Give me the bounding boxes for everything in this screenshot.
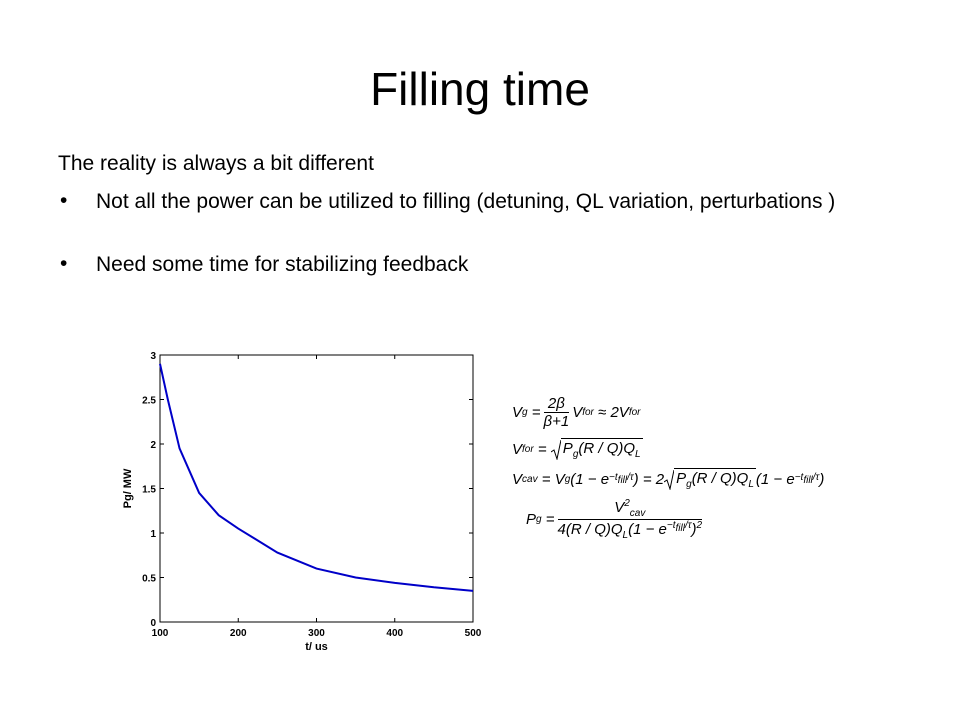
eq-sub: for	[582, 407, 594, 418]
eq-sup: −tfill/τ	[666, 520, 692, 534]
eq-num: 2β	[543, 395, 570, 413]
x-tick-label: 100	[152, 628, 169, 639]
bullet-text: Need some time for stabilizing feedback	[96, 253, 469, 276]
eq-sub: for	[522, 443, 534, 455]
eq-text: V	[554, 470, 565, 488]
plot-frame	[159, 354, 474, 623]
bullet-dot: •	[60, 189, 68, 212]
radicand: Pg(R / Q)QL	[560, 438, 643, 460]
bullet-text: Not all the power can be utilized to fil…	[96, 190, 836, 213]
eq-den: β+1	[543, 413, 570, 430]
eq-sub: fill	[803, 475, 813, 486]
eq-text: −t	[609, 472, 618, 483]
fraction: 2β β+1	[543, 395, 570, 430]
fraction: V2cav 4(R / Q)QL(1 − e−tfill/τ)2	[557, 498, 703, 541]
x-tick-label: 300	[308, 628, 325, 639]
eq-text: (1 − e	[570, 470, 610, 488]
eq-text: (R / Q)Q	[691, 470, 749, 487]
eq-sup: −tfill/τ	[609, 472, 634, 486]
x-tick-label: 500	[465, 628, 482, 639]
eq-text: =	[531, 404, 541, 421]
eq-sup: 2	[624, 498, 630, 509]
y-tick-label: 1	[150, 529, 156, 540]
bullet-dot: •	[60, 252, 68, 275]
eq-text: V	[512, 404, 523, 421]
eq-sub: L	[748, 479, 754, 490]
x-tick-label: 400	[386, 628, 403, 639]
eq-sub: L	[622, 530, 629, 541]
y-tick-label: 3	[150, 351, 156, 362]
eq-text: )	[819, 470, 825, 488]
radical-sign	[664, 470, 675, 490]
eq-text: /τ	[812, 472, 820, 483]
eq-text: P	[526, 511, 537, 528]
eq-sub: g	[536, 514, 542, 525]
y-tick-label: 1.5	[142, 485, 156, 496]
eq-text: V	[512, 470, 523, 488]
slide-title: Filling time	[370, 63, 590, 115]
eq-text: −t	[666, 520, 676, 531]
y-tick-label: 0.5	[142, 574, 156, 585]
eq-text: (R / Q)Q	[578, 440, 636, 457]
y-tick-label: 2	[150, 440, 156, 451]
eq-sub: g	[572, 449, 579, 460]
eq-sub: fill	[617, 475, 628, 486]
eq-text: =	[545, 511, 555, 528]
radicand: Pg(R / Q)QL	[674, 468, 756, 490]
eq-sub: g	[522, 407, 528, 418]
eq-text: −t	[794, 472, 804, 483]
eq-text: (1 − e	[755, 470, 795, 488]
y-tick-label: 2.5	[142, 396, 156, 407]
eq-sub: for	[628, 407, 641, 418]
eq-den: 4(R / Q)QL(1 − e−tfill/τ)2	[558, 520, 703, 541]
eq-text: /τ	[684, 520, 692, 531]
sqrt: Pg(R / Q)QL	[550, 438, 643, 460]
data-line	[159, 363, 474, 592]
eq-sup: −tfill/τ	[795, 472, 820, 486]
eq-sub: cav	[629, 508, 646, 519]
eq-text: =	[541, 470, 551, 488]
radical-sign	[550, 440, 561, 460]
eq-text: )	[633, 470, 639, 488]
eq-text: V	[618, 404, 629, 421]
eq-sup: 2	[696, 520, 703, 531]
eq-sub: g	[686, 479, 692, 490]
eq-text: V	[512, 440, 523, 458]
eq-sub: L	[635, 449, 641, 460]
eq-text: P	[562, 440, 573, 457]
eq-sub: cav	[522, 473, 538, 485]
y-tick-label: 0	[150, 618, 156, 629]
eq-text: = 2	[642, 470, 665, 488]
eq-text: /τ	[627, 472, 634, 483]
eq-text: ≈ 2	[598, 404, 619, 421]
eq-text: 4(R / Q)Q	[557, 521, 623, 538]
x-axis-label: t/ us	[305, 641, 328, 653]
eq-text: P	[676, 470, 687, 487]
y-axis-label: Pg/ MW	[122, 468, 134, 508]
eq-num: V2cav	[557, 498, 703, 520]
eq-text: (1 − e	[628, 521, 667, 538]
eq-text: )	[691, 521, 697, 538]
eq-text: =	[537, 440, 547, 458]
eq-text: V	[614, 499, 625, 516]
eq-sub: g	[564, 473, 571, 485]
intro-text: The reality is always a bit different	[58, 152, 374, 175]
x-tick-label: 200	[230, 628, 247, 639]
eq-sub: fill	[675, 523, 685, 534]
sqrt: Pg(R / Q)QL	[664, 468, 756, 490]
eq-text: V	[572, 404, 583, 421]
